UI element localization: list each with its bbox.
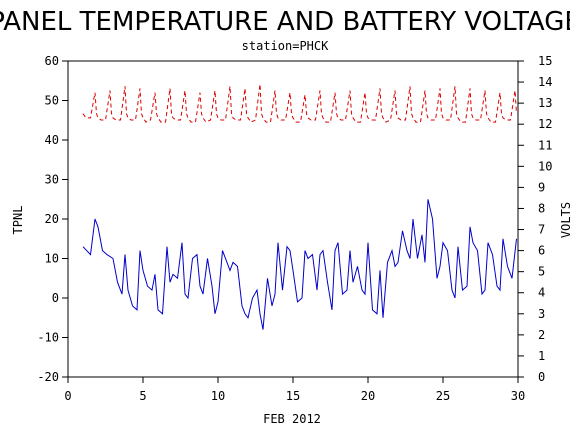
y-right-tick-label: 15 [538, 54, 552, 68]
y-left-tick-label: 40 [45, 133, 59, 147]
y-right-tick-label: 10 [538, 159, 552, 173]
plot-series [82, 84, 517, 330]
y-right-axis-label: VOLTS [559, 202, 570, 238]
y-left-tick-label: -10 [37, 331, 59, 345]
axis-ticks: -20-100102030405060012345678910111213141… [37, 54, 552, 403]
y-right-tick-label: 4 [538, 286, 545, 300]
y-right-tick-label: 13 [538, 96, 552, 110]
y-left-tick-label: 30 [45, 173, 59, 187]
y-right-tick-label: 3 [538, 307, 545, 321]
x-tick-label: 5 [139, 389, 146, 403]
y-right-tick-label: 1 [538, 349, 545, 363]
y-left-tick-label: 50 [45, 94, 59, 108]
y-left-axis-label: TPNL [11, 206, 25, 235]
x-tick-label: 30 [511, 389, 525, 403]
y-left-tick-label: 0 [52, 291, 59, 305]
y-right-tick-label: 8 [538, 201, 545, 215]
x-tick-label: 15 [286, 389, 300, 403]
y-right-tick-label: 12 [538, 117, 552, 131]
x-axis-label: FEB 2012 [263, 412, 321, 426]
y-right-tick-label: 9 [538, 180, 545, 194]
x-tick-label: 0 [64, 389, 71, 403]
y-left-tick-label: 10 [45, 252, 59, 266]
y-right-tick-label: 11 [538, 138, 552, 152]
y-right-tick-label: 5 [538, 265, 545, 279]
series-line-volts [82, 84, 517, 123]
y-right-tick-label: 0 [538, 370, 545, 384]
chart-subtitle: station=PHCK [242, 39, 329, 53]
chart-title: PANEL TEMPERATURE AND BATTERY VOLTAGE [0, 7, 570, 37]
y-right-tick-label: 14 [538, 75, 552, 89]
series-line-tpnl [82, 199, 517, 330]
y-left-tick-label: 20 [45, 212, 59, 226]
x-tick-label: 10 [211, 389, 225, 403]
plot-frame [67, 60, 519, 378]
y-right-tick-label: 7 [538, 223, 545, 237]
y-right-tick-label: 2 [538, 328, 545, 342]
y-left-tick-label: -20 [37, 370, 59, 384]
x-tick-label: 25 [436, 389, 450, 403]
y-left-tick-label: 60 [45, 54, 59, 68]
x-tick-label: 20 [361, 389, 375, 403]
y-right-tick-label: 6 [538, 244, 545, 258]
